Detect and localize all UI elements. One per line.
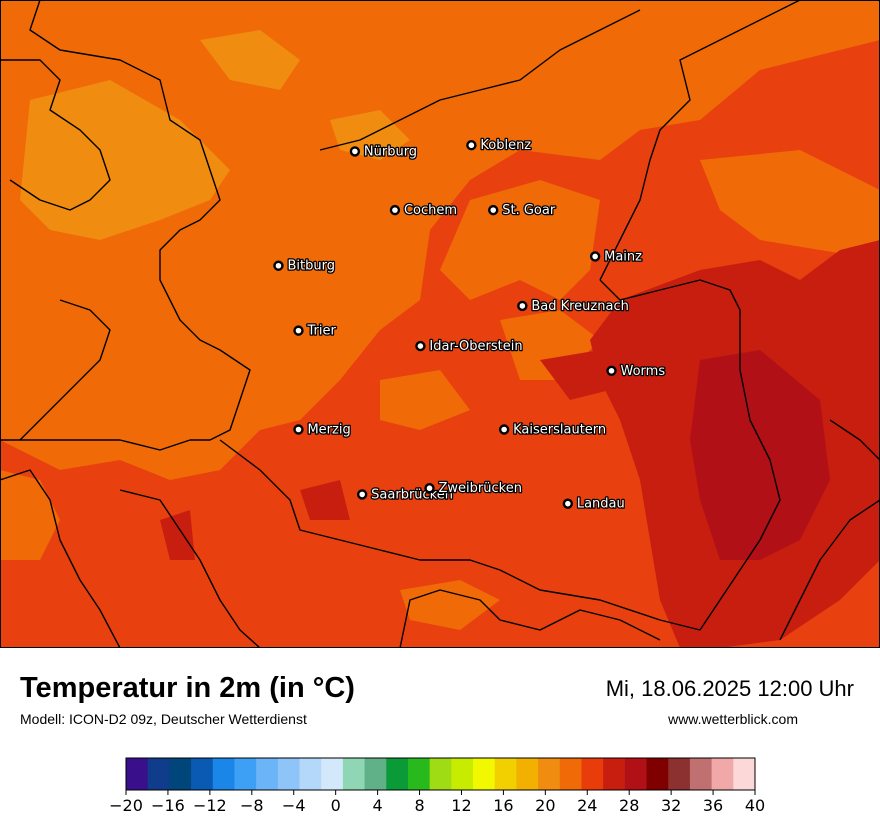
colorbar-tick-label: 12 [451, 796, 471, 815]
city-label: Trier [306, 324, 336, 339]
colorbar-swatch [321, 758, 344, 790]
city-label: Bitburg [287, 259, 335, 274]
city-marker-dot [389, 204, 401, 216]
colorbar-tick-label: −8 [240, 796, 264, 815]
forecast-datetime: Mi, 18.06.2025 12:00 Uhr [605, 676, 854, 701]
colorbar-tick-label: −16 [151, 796, 185, 815]
city-marker-dot [293, 325, 304, 336]
city-label: Bad Kreuznach [531, 299, 629, 314]
city-marker-dot [589, 251, 601, 262]
city-marker-dot [562, 498, 574, 509]
colorbar-tick-label: −20 [109, 796, 143, 815]
city-marker-dot [293, 424, 304, 435]
colorbar-tick-label: 16 [493, 796, 513, 815]
colorbar-swatch [451, 758, 474, 790]
city-landau[interactable]: Landau [562, 495, 626, 513]
colorbar-swatch [212, 758, 235, 790]
colorbar-swatch [559, 758, 582, 790]
city-marker-dot [273, 260, 284, 271]
colorbar-swatch [386, 758, 409, 790]
city-koblenz[interactable]: Koblenz [466, 137, 533, 155]
city-label: Nürburg [364, 144, 417, 159]
colorbar-tick-label: 40 [745, 796, 765, 815]
colorbar-tick-label: 20 [535, 796, 555, 815]
city-label: Kaiserslautern [513, 423, 606, 438]
city-marker-dot [488, 204, 499, 216]
city-zweibr-cken[interactable]: Zweibrücken [424, 480, 523, 498]
colorbar-swatch [299, 758, 322, 790]
colorbar-swatch [147, 758, 170, 790]
temperature-field-light-orange [20, 30, 410, 240]
city-marker-dot [424, 483, 435, 494]
colorbar-swatch [277, 758, 301, 790]
city-kaiserslautern[interactable]: Kaiserslautern [498, 421, 607, 439]
city-label: Mainz [604, 249, 642, 264]
colorbar-swatch [733, 758, 756, 790]
colorbar-swatch [407, 758, 431, 790]
colorbar-swatch [711, 758, 734, 790]
city-worms[interactable]: Worms [606, 362, 667, 380]
colorbar-frame [125, 757, 756, 791]
temperature-field-dark-red [690, 350, 830, 560]
city-idar-oberstein[interactable]: Idar-Oberstein [415, 338, 524, 355]
colorbar-swatch [581, 758, 604, 790]
colorbar-swatch [516, 758, 539, 790]
colorbar-swatch [646, 758, 669, 790]
city-label: Worms [621, 364, 666, 379]
city-label: Merzig [307, 423, 350, 438]
city-marker-dot [606, 365, 617, 376]
city-label: Landau [577, 497, 625, 512]
colorbar-tick-label: 36 [703, 796, 723, 815]
city-label: Zweibrücken [439, 481, 522, 496]
city-bitburg[interactable]: Bitburg [273, 257, 336, 275]
colorbar-tick-label: 8 [414, 796, 424, 815]
colorbar-swatch [169, 758, 192, 790]
city-label: Idar-Oberstein [429, 339, 522, 354]
colorbar-tick-label: −12 [193, 796, 227, 815]
colorbar-tick-label: 28 [619, 796, 639, 815]
colorbar-tick-label: 24 [577, 796, 597, 815]
city-cochem[interactable]: Cochem [389, 202, 458, 219]
city-markers: Nürburg Koblenz Cochem St. Goar Mainz Bitburg… [273, 137, 667, 513]
colorbar-swatch [342, 758, 366, 790]
city-marker-dot [517, 300, 528, 312]
city-bad-kreuznach[interactable]: Bad Kreuznach [517, 298, 630, 315]
colorbar-swatch [473, 758, 496, 790]
colorbar-swatch [538, 758, 561, 790]
city-label: Koblenz [480, 138, 531, 153]
colorbar-swatch [234, 758, 257, 790]
city-n-rburg[interactable]: Nürburg [349, 143, 418, 161]
city-marker-dot [349, 146, 361, 157]
colorbar-swatch [689, 758, 713, 790]
colorbar-swatch [191, 758, 214, 790]
city-marker-dot [415, 340, 426, 352]
city-merzig[interactable]: Merzig [293, 421, 352, 439]
website-credit: www.wetterblick.com [668, 711, 798, 727]
colorbar-swatch [494, 758, 517, 790]
colorbar-swatch [668, 758, 691, 790]
map-title: Temperatur in 2m (in °C) [20, 672, 355, 704]
colorbar-swatch [126, 758, 149, 790]
colorbar-tick-label: 32 [661, 796, 681, 815]
colorbar-tick-label: 4 [373, 796, 383, 815]
city-label: Cochem [404, 203, 457, 218]
city-marker-dot [356, 489, 368, 500]
city-st-goar[interactable]: St. Goar [488, 202, 557, 219]
colorbar-swatch [624, 758, 648, 790]
colorbar-tick-label: 0 [331, 796, 341, 815]
city-marker-dot [466, 140, 477, 151]
temperature-colorbar: −20 −16 −12 −8 −4 0 4 8 12 16 20 24 28 32 36 40 [0, 752, 880, 830]
city-label: St. Goar [502, 203, 556, 218]
colorbar-swatch [429, 758, 452, 790]
colorbar-tick-label: −4 [282, 796, 306, 815]
state-borders [0, 0, 880, 648]
city-trier[interactable]: Trier [293, 322, 338, 340]
colorbar-swatch [256, 758, 279, 790]
model-source: Modell: ICON-D2 09z, Deutscher Wetterdie… [20, 711, 307, 727]
colorbar-swatch [364, 758, 387, 790]
city-mainz[interactable]: Mainz [589, 248, 643, 266]
temperature-map[interactable]: Nürburg Koblenz Cochem St. Goar Mainz Bitburg… [0, 0, 880, 648]
colorbar-swatch [603, 758, 626, 790]
city-marker-dot [498, 424, 510, 435]
